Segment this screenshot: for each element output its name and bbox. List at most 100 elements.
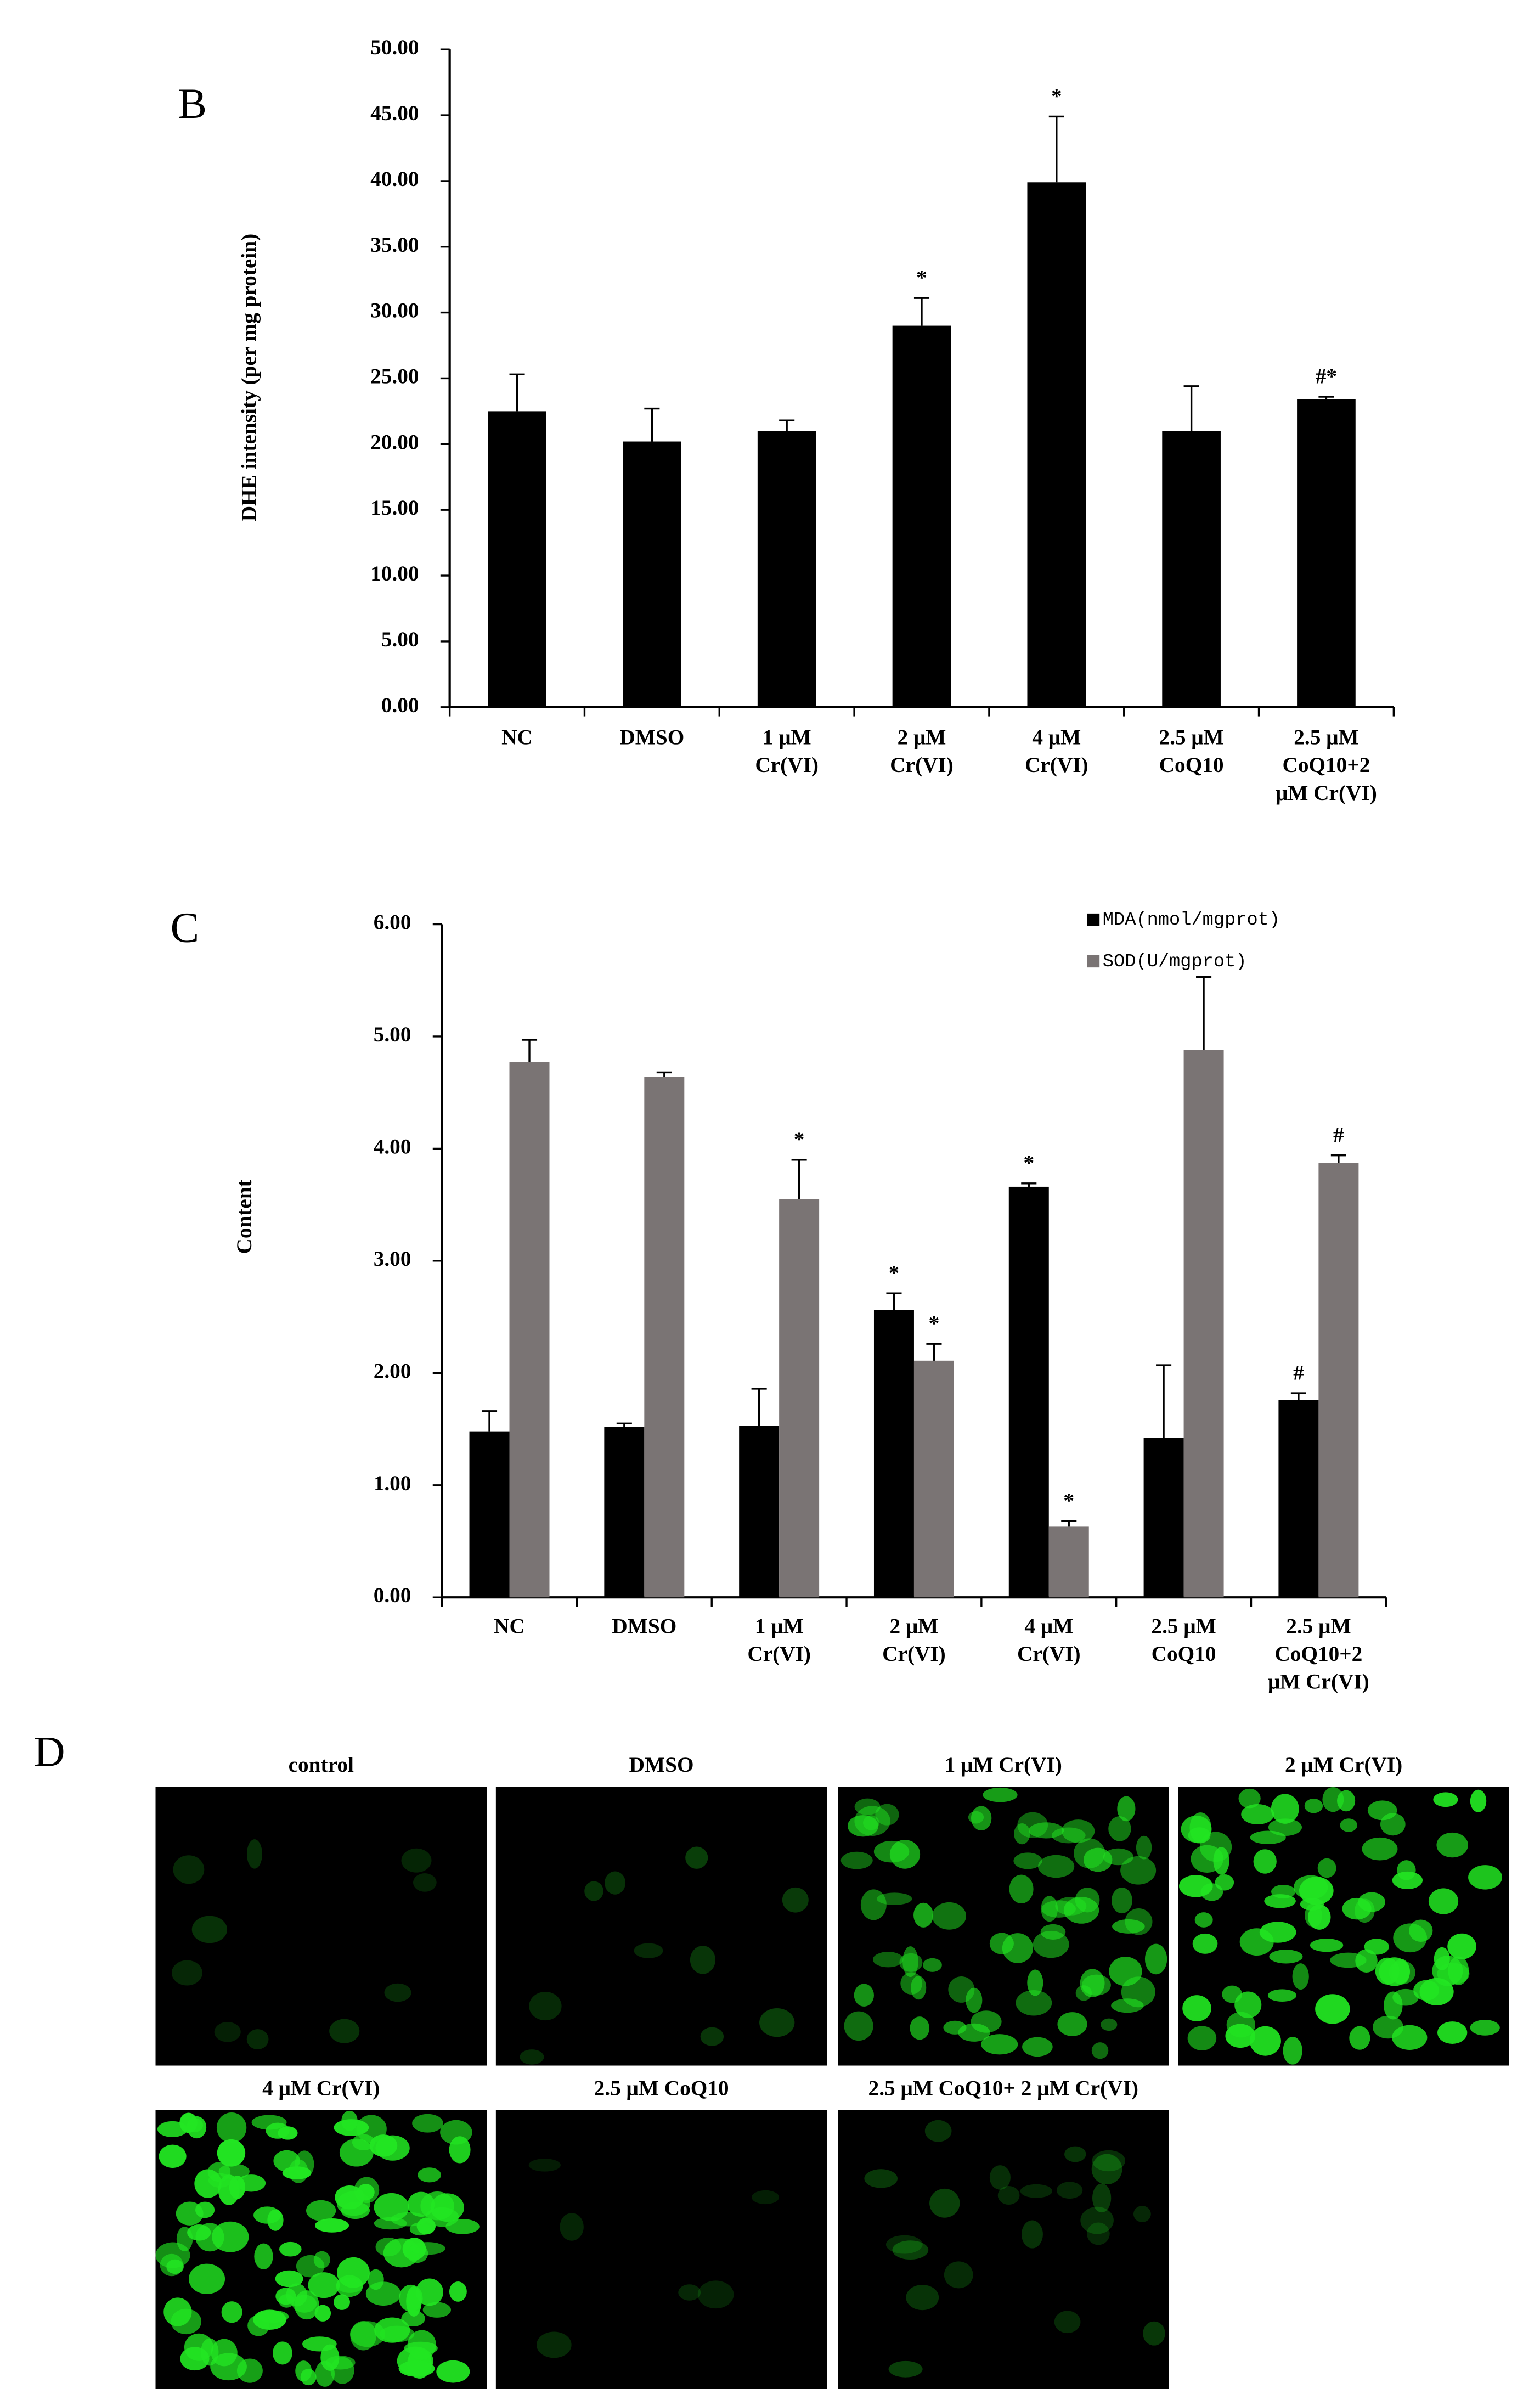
image-label: 1 μM Cr(VI)	[945, 1753, 1062, 1777]
nucleus	[844, 2011, 873, 2041]
y-tick-label: 1.00	[374, 1472, 411, 1495]
x-tick-label: Cr(VI)	[1025, 753, 1088, 777]
nucleus	[1375, 1957, 1400, 1985]
error-bar	[1156, 1364, 1172, 1438]
nucleus	[906, 2284, 939, 2311]
nucleus	[958, 2023, 990, 2042]
nucleus	[863, 1815, 879, 1830]
panel-label: D	[34, 1727, 65, 1775]
legend-swatch	[1087, 913, 1100, 926]
nucleus	[889, 1840, 921, 1869]
nucleus	[449, 2136, 471, 2164]
nucleus	[410, 2242, 445, 2255]
nucleus	[1133, 2206, 1151, 2222]
nucleus	[1075, 1985, 1092, 2001]
y-tick-label: 6.00	[374, 911, 411, 934]
panel-label: C	[171, 904, 199, 951]
significance-mark: #*	[1316, 364, 1337, 388]
y-tick-label: 50.00	[370, 36, 419, 59]
nucleus	[407, 2330, 436, 2360]
nucleus	[418, 2167, 442, 2183]
nucleus	[1136, 1835, 1152, 1860]
significance-mark: *	[794, 1128, 805, 1151]
nucleus	[1315, 1994, 1350, 2024]
nucleus	[860, 1889, 887, 1920]
significance-mark: *	[1023, 1151, 1034, 1175]
image-label: DMSO	[629, 1753, 694, 1777]
bar	[469, 1431, 510, 1598]
nucleus	[445, 2219, 480, 2234]
nucleus	[700, 2027, 724, 2046]
x-tick-label: 2.5 μM	[1151, 1614, 1216, 1638]
x-tick-label: Cr(VI)	[882, 1642, 946, 1666]
nucleus	[216, 2112, 247, 2143]
nucleus	[254, 2243, 273, 2269]
significance-mark: *	[889, 1261, 900, 1284]
x-tick-label: 2.5 μM	[1294, 726, 1358, 750]
nucleus	[1112, 1888, 1132, 1914]
nucleus	[864, 2169, 898, 2188]
nucleus	[253, 2309, 286, 2330]
significance-mark: #	[1293, 1361, 1304, 1384]
nucleus	[1092, 2150, 1125, 2172]
nucleus	[968, 1811, 984, 1824]
nucleus	[401, 2310, 425, 2327]
nucleus	[537, 2331, 572, 2358]
bar	[757, 431, 816, 707]
significance-mark: #	[1333, 1123, 1344, 1147]
y-tick-label: 35.00	[370, 233, 419, 257]
nucleus	[1392, 2025, 1428, 2050]
x-tick-label: 4 μM	[1032, 726, 1081, 750]
nucleus	[221, 2301, 242, 2323]
nucleus	[1269, 1950, 1303, 1964]
nucleus	[1470, 2020, 1500, 2036]
nucleus	[885, 2235, 923, 2254]
nucleus	[989, 2165, 1011, 2190]
nucleus	[1092, 2183, 1112, 2213]
y-tick-label: 40.00	[370, 167, 419, 191]
nucleus	[1057, 2012, 1087, 2036]
nucleus	[752, 2190, 780, 2205]
image-label: control	[289, 1753, 354, 1777]
nucleus	[1364, 1939, 1389, 1955]
nucleus	[173, 1855, 205, 1884]
nucleus	[1432, 1956, 1463, 1986]
y-tick-label: 5.00	[381, 628, 419, 651]
error-bar	[521, 1039, 538, 1063]
nucleus	[1051, 1827, 1086, 1844]
nucleus	[430, 2193, 464, 2222]
nucleus	[1111, 1998, 1144, 2013]
bar	[604, 1427, 645, 1598]
legend-label: SOD(U/mgprot)	[1103, 951, 1247, 972]
nucleus	[279, 2241, 302, 2257]
bar	[873, 1310, 914, 1598]
error-bar	[926, 1343, 942, 1361]
nucleus	[1436, 1832, 1468, 1858]
nucleus	[335, 2185, 364, 2210]
nucleus	[913, 1902, 934, 1928]
nucleus	[529, 1992, 562, 2021]
x-tick-label: DMSO	[612, 1614, 676, 1638]
nucleus	[782, 1887, 809, 1913]
nucleus	[971, 1806, 992, 1831]
error-bar	[886, 1292, 902, 1310]
y-tick-label: 3.00	[374, 1247, 411, 1271]
nucleus	[365, 2281, 401, 2306]
nucleus	[406, 2286, 422, 2317]
x-tick-label: NC	[494, 1614, 525, 1638]
y-axis-label: DHE intensity (per mg protein)	[238, 234, 261, 521]
nucleus	[1179, 1875, 1213, 1897]
nucleus	[369, 2134, 398, 2157]
nucleus	[1433, 1792, 1458, 1807]
nucleus	[1249, 2026, 1281, 2056]
bar	[1008, 1186, 1049, 1598]
nucleus	[888, 2360, 923, 2378]
nucleus	[384, 1983, 411, 2002]
error-bar	[1021, 1182, 1037, 1187]
significance-mark: *	[929, 1311, 940, 1335]
nucleus	[983, 1787, 1018, 1802]
y-tick-label: 5.00	[374, 1023, 411, 1046]
bar	[1143, 1438, 1184, 1598]
nucleus	[189, 2263, 225, 2295]
